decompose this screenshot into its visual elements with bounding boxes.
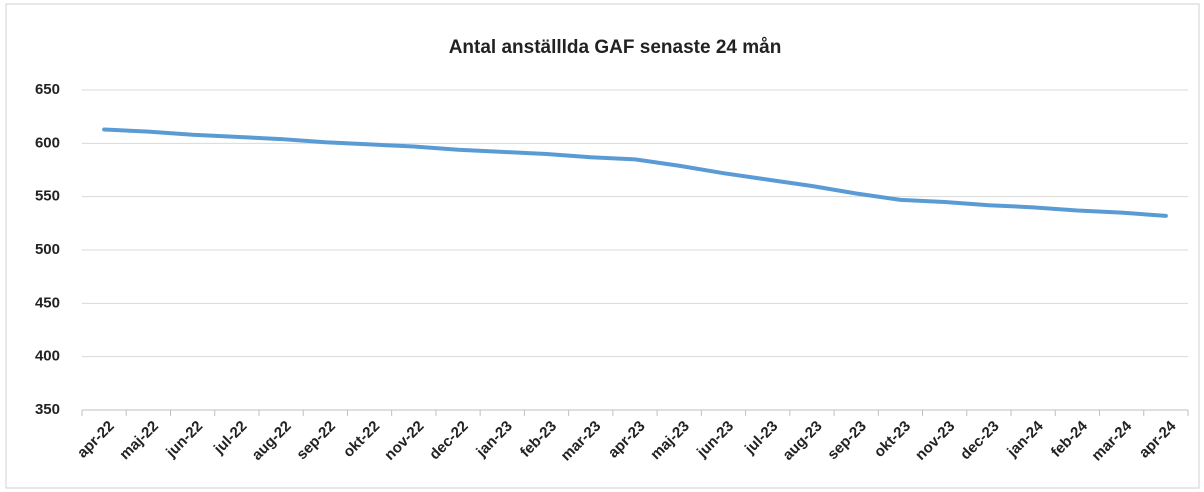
chart-title: Antal anställlda GAF senaste 24 mån xyxy=(449,37,782,58)
y-tick-label: 650 xyxy=(35,81,60,98)
y-tick-label: 600 xyxy=(35,134,60,151)
y-tick-label: 550 xyxy=(35,188,60,205)
data-line xyxy=(102,127,1168,218)
y-tick-label: 500 xyxy=(35,241,60,258)
y-tick-label: 400 xyxy=(35,348,60,365)
y-tick-label: 450 xyxy=(35,294,60,311)
chart-border xyxy=(5,3,1200,489)
y-tick-label: 350 xyxy=(35,401,60,418)
